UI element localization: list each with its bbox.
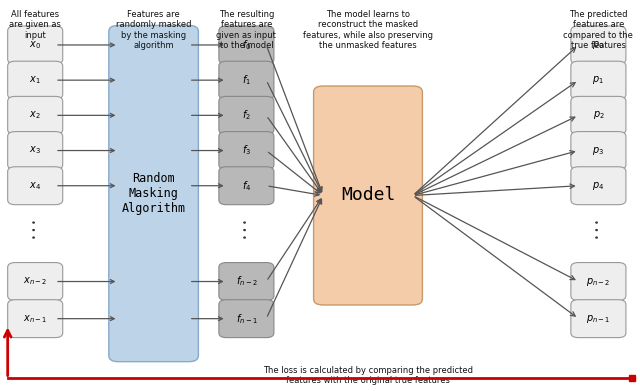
Text: • • •: • • •	[242, 219, 251, 239]
Text: $f_{n-1}$: $f_{n-1}$	[236, 312, 257, 326]
Text: $f_3$: $f_3$	[242, 143, 251, 158]
FancyBboxPatch shape	[8, 61, 63, 99]
FancyBboxPatch shape	[219, 167, 274, 204]
FancyBboxPatch shape	[219, 61, 274, 99]
Text: $p_{n-1}$: $p_{n-1}$	[586, 313, 611, 325]
Text: $p_{n-2}$: $p_{n-2}$	[586, 276, 611, 287]
FancyBboxPatch shape	[219, 131, 274, 170]
Text: $x_{n-1}$: $x_{n-1}$	[23, 313, 47, 325]
FancyBboxPatch shape	[8, 96, 63, 135]
Text: $f_1$: $f_1$	[242, 73, 251, 87]
Text: $p_2$: $p_2$	[593, 109, 604, 121]
Text: Features are
randomly masked
by the masking
algorithm: Features are randomly masked by the mask…	[116, 10, 191, 50]
Text: The predicted
features are
compared to the
true features: The predicted features are compared to t…	[563, 10, 634, 50]
Text: $x_1$: $x_1$	[29, 74, 41, 86]
Text: $x_{n-2}$: $x_{n-2}$	[23, 276, 47, 287]
Text: • • •: • • •	[31, 219, 40, 239]
Text: $p_1$: $p_1$	[593, 74, 604, 86]
Text: • • •: • • •	[594, 219, 603, 239]
FancyBboxPatch shape	[8, 263, 63, 300]
FancyBboxPatch shape	[571, 263, 626, 300]
Text: The loss is calculated by comparing the predicted
features with the original tru: The loss is calculated by comparing the …	[263, 366, 473, 385]
FancyBboxPatch shape	[8, 131, 63, 170]
Text: Model: Model	[341, 187, 395, 204]
FancyBboxPatch shape	[571, 300, 626, 338]
FancyBboxPatch shape	[314, 86, 422, 305]
Text: The model learns to
reconstruct the masked
features, while also preserving
the u: The model learns to reconstruct the mask…	[303, 10, 433, 50]
Text: $x_4$: $x_4$	[29, 180, 41, 192]
FancyBboxPatch shape	[219, 96, 274, 135]
FancyBboxPatch shape	[219, 263, 274, 300]
Text: $x_0$: $x_0$	[29, 39, 41, 51]
FancyBboxPatch shape	[571, 61, 626, 99]
FancyBboxPatch shape	[219, 26, 274, 64]
FancyBboxPatch shape	[8, 167, 63, 204]
Text: Random
Masking
Algorithm: Random Masking Algorithm	[122, 172, 186, 215]
Text: All features
are given as
input: All features are given as input	[9, 10, 61, 39]
Text: $p_4$: $p_4$	[592, 180, 605, 192]
Text: $f_{n-2}$: $f_{n-2}$	[236, 274, 257, 289]
Text: $x_2$: $x_2$	[29, 109, 41, 121]
FancyBboxPatch shape	[8, 26, 63, 64]
FancyBboxPatch shape	[571, 96, 626, 135]
Text: $f_2$: $f_2$	[242, 108, 251, 122]
FancyBboxPatch shape	[571, 131, 626, 170]
Text: $p_0$: $p_0$	[593, 39, 604, 51]
FancyBboxPatch shape	[8, 300, 63, 338]
Text: $p_3$: $p_3$	[593, 145, 604, 156]
Text: $x_3$: $x_3$	[29, 145, 41, 156]
FancyBboxPatch shape	[571, 26, 626, 64]
FancyBboxPatch shape	[109, 25, 198, 362]
Text: $f_0$: $f_0$	[242, 38, 251, 52]
Text: The resulting
features are
given as input
to the model: The resulting features are given as inpu…	[216, 10, 276, 50]
FancyBboxPatch shape	[219, 300, 274, 338]
Text: $f_4$: $f_4$	[242, 179, 251, 193]
FancyBboxPatch shape	[571, 167, 626, 204]
